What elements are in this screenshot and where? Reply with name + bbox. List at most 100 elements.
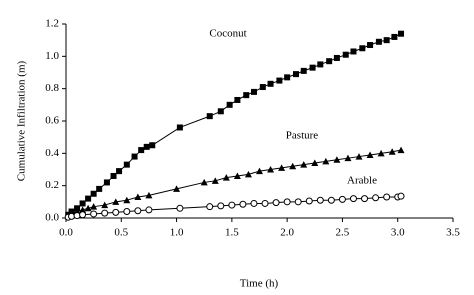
marker [101, 209, 109, 217]
marker [398, 30, 405, 37]
marker [123, 161, 130, 168]
marker [176, 124, 183, 131]
y-axis-label: Cumulative Infiltration (m) [16, 60, 28, 181]
marker [267, 80, 274, 87]
marker [276, 77, 283, 84]
marker [300, 161, 308, 168]
marker [134, 207, 142, 215]
marker [145, 206, 153, 214]
marker [206, 203, 214, 211]
marker [259, 84, 266, 91]
y-tick-label: 0.2 [45, 179, 59, 191]
x-tick-label: 2.0 [280, 227, 294, 239]
marker [344, 154, 352, 162]
marker [267, 166, 275, 173]
y-tick-label: 0.6 [45, 115, 59, 127]
marker [211, 177, 219, 184]
marker [217, 202, 225, 210]
x-tick-label: 1.0 [170, 227, 184, 239]
marker [68, 212, 76, 220]
marker [388, 148, 396, 155]
marker [355, 153, 363, 160]
marker [84, 204, 92, 212]
marker [228, 201, 236, 209]
series-line [67, 33, 402, 216]
marker [289, 162, 297, 170]
marker [134, 193, 142, 200]
marker [85, 195, 92, 202]
marker [333, 54, 340, 61]
marker [256, 167, 263, 175]
x-axis-label: Time (h) [240, 278, 279, 290]
marker [79, 206, 87, 213]
y-tick-label: 0.0 [45, 212, 59, 224]
marker [250, 199, 258, 207]
marker [149, 142, 156, 149]
marker [349, 195, 357, 203]
x-tick-label: 2.5 [336, 227, 350, 239]
marker [173, 185, 181, 192]
marker [316, 196, 324, 204]
marker [294, 198, 302, 206]
marker [222, 174, 230, 181]
marker [322, 157, 330, 165]
marker [372, 194, 380, 202]
marker [234, 96, 241, 103]
marker [90, 210, 98, 218]
marker [112, 198, 120, 205]
series-label: Coconut [209, 28, 246, 40]
marker [90, 203, 98, 210]
marker [79, 200, 86, 207]
marker [367, 42, 374, 49]
marker [311, 159, 319, 167]
series-label: Arable [347, 175, 377, 187]
y-tick-label: 1.2 [45, 18, 59, 30]
marker [116, 168, 123, 175]
marker [110, 172, 117, 179]
marker [361, 195, 369, 203]
marker [73, 212, 81, 220]
x-tick-label: 3.5 [446, 227, 460, 239]
marker [250, 88, 257, 95]
marker [383, 37, 390, 44]
marker [217, 108, 224, 115]
marker [101, 201, 109, 209]
marker [342, 51, 349, 58]
marker [305, 197, 313, 205]
marker [391, 33, 398, 40]
marker [239, 200, 247, 208]
marker [244, 170, 252, 178]
y-tick-label: 0.4 [45, 147, 59, 159]
marker [206, 113, 213, 120]
series-label: Pasture [286, 130, 319, 142]
marker [278, 164, 286, 171]
marker [123, 208, 131, 216]
marker [112, 208, 120, 216]
marker [233, 172, 241, 179]
marker [359, 45, 366, 52]
marker [103, 179, 110, 186]
x-tick-label: 0.5 [114, 227, 128, 239]
marker [383, 193, 391, 201]
marker [79, 211, 87, 219]
marker [338, 195, 346, 203]
y-tick-label: 1.0 [45, 50, 59, 62]
marker [145, 191, 153, 199]
marker [283, 198, 291, 206]
marker [200, 178, 208, 186]
marker [143, 143, 150, 150]
marker [327, 196, 335, 204]
marker [131, 153, 138, 160]
x-tick-label: 3.0 [391, 227, 405, 239]
marker [243, 92, 250, 99]
marker [261, 199, 269, 207]
marker [333, 156, 341, 163]
marker [176, 204, 184, 212]
marker [292, 71, 299, 78]
marker [96, 185, 103, 192]
marker [226, 101, 233, 108]
marker [317, 61, 324, 68]
marker [284, 74, 291, 81]
x-tick-label: 1.5 [225, 227, 239, 239]
